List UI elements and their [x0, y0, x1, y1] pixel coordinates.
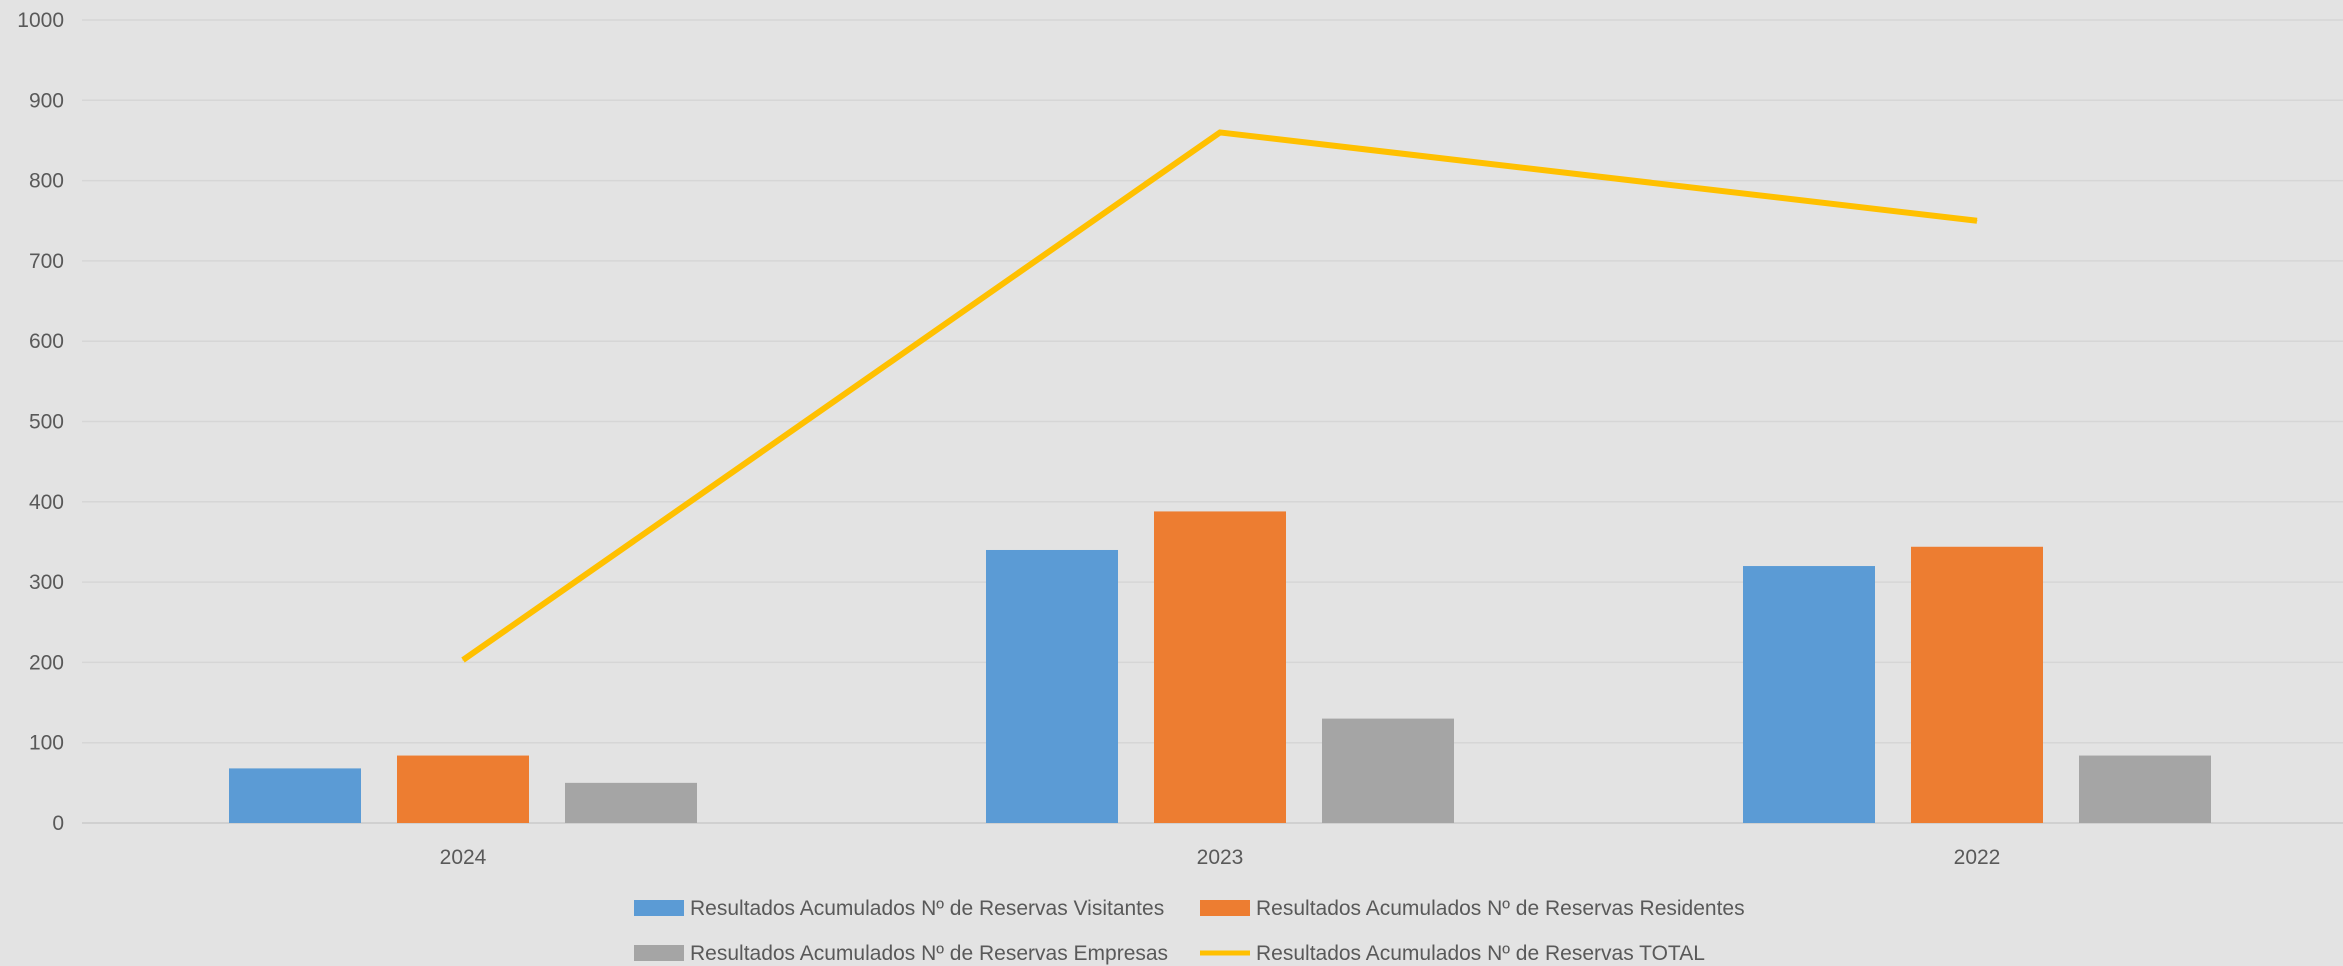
y-tick-label: 1000 [17, 9, 64, 32]
line-series [461, 129, 1978, 663]
legend: Resultados Acumulados Nº de Reservas Vis… [634, 897, 1745, 965]
y-tick-label: 300 [29, 571, 64, 594]
y-tick-label: 500 [29, 411, 64, 434]
y-tick-label: 800 [29, 170, 64, 193]
legend-swatch [1200, 900, 1250, 916]
bar-1-2024 [229, 768, 361, 823]
y-tick-label: 0 [52, 812, 64, 835]
y-axis: 0 100 200 300 400 500 600 700 800 900 1000 [17, 9, 64, 835]
legend-swatch [634, 900, 684, 916]
legend-label: Resultados Acumulados Nº de Reservas Emp… [690, 942, 1168, 965]
bar-2-2022 [1911, 546, 2043, 823]
bar-1-2022 [1743, 566, 1875, 823]
line-point-2022 [1976, 220, 1978, 222]
x-tick-label: 2022 [1954, 846, 2001, 869]
bar-series [229, 511, 2211, 823]
legend-label: Resultados Acumulados Nº de Reservas Vis… [690, 897, 1164, 920]
line-point-2024 [462, 659, 464, 661]
legend-label: Resultados Acumulados Nº de Reservas TOT… [1256, 942, 1705, 965]
bar-3-2024 [565, 782, 697, 823]
x-tick-label: 2023 [1197, 846, 1244, 869]
x-tick-label: 2024 [440, 846, 487, 869]
y-tick-label: 600 [29, 330, 64, 353]
y-tick-label: 700 [29, 250, 64, 273]
bar-3-2022 [2079, 755, 2211, 823]
legend-swatch [634, 945, 684, 961]
y-tick-label: 100 [29, 732, 64, 755]
bar-3-2023 [1322, 718, 1454, 823]
bar-2-2024 [397, 755, 529, 823]
gridlines [82, 19, 2343, 824]
y-tick-label: 400 [29, 491, 64, 514]
y-tick-label: 200 [29, 651, 64, 674]
legend-label: Resultados Acumulados Nº de Reservas Res… [1256, 897, 1745, 920]
bar-1-2023 [986, 549, 1118, 823]
x-axis: 2024 2023 2022 [440, 846, 2001, 869]
y-tick-label: 900 [29, 89, 64, 112]
bar-2-2023 [1154, 511, 1286, 823]
line-point-2023 [1219, 131, 1221, 133]
